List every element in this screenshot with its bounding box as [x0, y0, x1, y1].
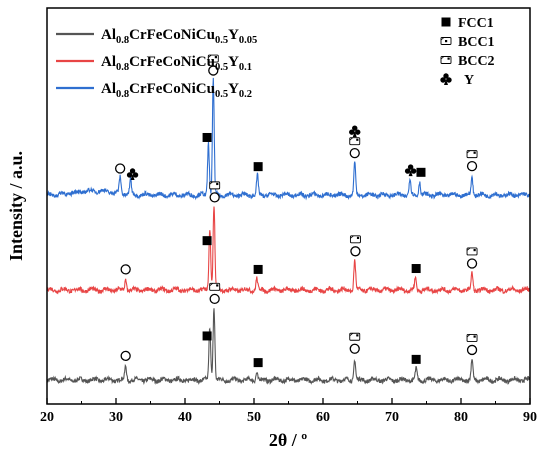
series-line-1	[46, 308, 531, 385]
x-tick-label: 50	[247, 410, 261, 425]
circle-marker-icon	[209, 293, 220, 304]
series-line-2	[46, 206, 531, 295]
club-marker-icon	[349, 125, 361, 138]
bcc2-marker-icon	[349, 235, 361, 244]
circle-marker-icon	[208, 65, 219, 76]
x-tick-label: 70	[385, 410, 399, 425]
square-marker-icon	[253, 358, 263, 368]
series-legend: Al0.8CrFeCoNiCu0.5Y0.05 Al0.8CrFeCoNiCu0.…	[56, 27, 257, 100]
bcc2-marker-icon	[466, 150, 478, 159]
square-marker-icon	[411, 264, 421, 274]
x-axis-label: 2θ / º	[269, 430, 307, 450]
y-axis-label: Intensity / a.u.	[6, 151, 26, 261]
circle-marker-icon	[466, 258, 478, 269]
circle-marker-icon	[466, 344, 478, 356]
x-tick-label: 20	[40, 410, 54, 425]
club-marker-icon	[404, 164, 417, 177]
phase-legend-label-3: BCC2	[458, 54, 495, 69]
bcc1-marker-icon	[440, 37, 452, 45]
series-line-3	[46, 77, 531, 201]
x-tick-label: 40	[178, 410, 192, 425]
x-axis-ticks: 20 30 40 50 60 70 80 90	[40, 398, 537, 425]
square-marker-icon	[202, 236, 212, 246]
x-tick-label: 90	[523, 410, 537, 425]
series-layer	[46, 77, 531, 385]
phase-legend-label-4: Y	[464, 73, 474, 88]
x-tick-label: 30	[109, 410, 123, 425]
legend-label-2: Al0.8CrFeCoNiCu0.5Y0.1	[101, 54, 252, 73]
square-marker-icon	[253, 264, 263, 274]
bcc2-marker-icon	[440, 56, 452, 64]
square-marker-icon	[441, 17, 451, 27]
legend-label-1: Al0.8CrFeCoNiCu0.5Y0.05	[101, 27, 257, 46]
circle-marker-icon	[466, 160, 478, 172]
phase-legend-label-1: FCC1	[458, 16, 494, 31]
phase-legend: FCC1 BCC1 BCC2 Y	[440, 16, 495, 88]
legend-label-3: Al0.8CrFeCoNiCu0.5Y0.2	[101, 81, 252, 100]
club-marker-icon	[126, 168, 139, 180]
club-marker-icon	[440, 73, 452, 85]
square-marker-icon	[202, 132, 212, 142]
square-marker-icon	[202, 331, 212, 341]
square-marker-icon	[411, 354, 421, 364]
x-tick-label: 60	[316, 410, 330, 425]
bcc2-marker-icon	[209, 181, 221, 190]
peak-annotations	[114, 54, 478, 368]
circle-marker-icon	[114, 163, 126, 174]
circle-marker-icon	[349, 147, 360, 159]
circle-marker-icon	[349, 343, 360, 354]
bcc2-marker-icon	[207, 54, 219, 63]
square-marker-icon	[253, 162, 263, 172]
bcc2-marker-icon	[209, 282, 221, 291]
circle-marker-icon	[120, 350, 131, 361]
circle-marker-icon	[120, 264, 131, 275]
bcc2-marker-icon	[466, 247, 478, 256]
x-tick-label: 80	[454, 410, 468, 425]
bcc2-marker-icon	[349, 137, 361, 146]
phase-legend-label-2: BCC1	[458, 35, 495, 50]
circle-marker-icon	[209, 192, 220, 203]
square-marker-icon	[416, 167, 426, 177]
bcc2-marker-icon	[349, 332, 361, 341]
bcc2-marker-icon	[466, 333, 478, 342]
circle-marker-icon	[350, 246, 361, 257]
